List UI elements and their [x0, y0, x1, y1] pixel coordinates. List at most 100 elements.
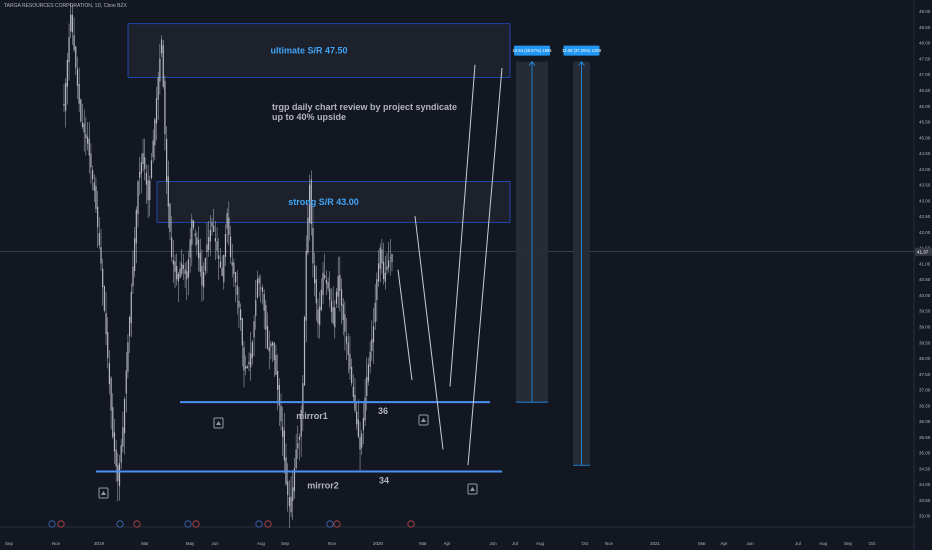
candle-body	[258, 277, 260, 284]
candle-body	[167, 176, 169, 207]
candle-body	[248, 361, 250, 365]
candle-body	[357, 419, 359, 437]
candle-body	[374, 302, 376, 323]
arrow-up-icon-glyph	[470, 487, 475, 491]
annotation-line1: trgp daily chart review by project syndi…	[272, 102, 457, 112]
candle-body	[147, 180, 149, 201]
candle-body	[219, 261, 222, 268]
candle-body	[78, 83, 80, 104]
candle-body	[155, 98, 158, 124]
candle-body	[229, 236, 232, 258]
candle-body	[85, 134, 87, 139]
candle-body	[171, 237, 173, 258]
candle-body	[335, 291, 338, 304]
x-tick-label: Mar	[141, 541, 149, 546]
candle-body	[362, 417, 365, 431]
event-badge-icon	[407, 520, 415, 528]
candle-body	[159, 58, 161, 82]
candle-body	[63, 103, 65, 106]
y-tick-label: 38.50	[919, 340, 931, 345]
candle-body	[302, 383, 304, 414]
event-badge-icon	[333, 520, 341, 528]
candle-body	[65, 82, 67, 111]
candle-body	[270, 343, 272, 347]
candle-body	[329, 288, 331, 301]
y-tick-label: 37.00	[919, 388, 931, 393]
y-tick-label: 39.50	[919, 309, 931, 314]
candle-body	[339, 274, 341, 291]
x-tick-label: 2020	[373, 541, 384, 546]
x-tick-label: Aug	[536, 541, 545, 546]
candle-body	[265, 304, 267, 330]
arrow-up-icon	[418, 414, 429, 426]
candle-body	[166, 138, 168, 182]
candle-body	[308, 184, 311, 223]
candle-body	[90, 153, 92, 168]
candle-body	[97, 206, 99, 228]
candle-body	[129, 317, 131, 337]
candle-body	[112, 407, 114, 437]
candle-body	[197, 239, 200, 259]
candle-body	[245, 366, 247, 369]
candle-body	[314, 265, 316, 284]
candle-body	[283, 430, 285, 461]
candle-body	[86, 136, 89, 144]
candle-body	[391, 253, 393, 263]
candle-body	[369, 351, 371, 367]
measure-label: 13.08 (37.25%) 1289	[562, 48, 602, 53]
candle-body	[177, 273, 179, 282]
x-tick-label: Jun	[489, 541, 497, 546]
candle-body	[186, 271, 188, 280]
candle-body	[273, 342, 275, 361]
candle-body	[113, 432, 116, 452]
candle-body	[189, 239, 191, 258]
candle-body	[330, 300, 333, 312]
y-tick-label: 46.50	[919, 88, 931, 93]
candle-body	[271, 342, 274, 346]
y-tick-label: 47.50	[919, 56, 931, 61]
candle-body	[102, 268, 104, 288]
x-tick-label: Jun	[211, 541, 219, 546]
arrow-up-icon	[98, 487, 109, 499]
y-tick-label: 42.00	[919, 230, 931, 235]
candle-body	[110, 378, 112, 411]
candle-body	[236, 285, 238, 295]
candle-body	[287, 481, 289, 496]
measure-label-bg	[563, 45, 600, 56]
candle-body	[344, 314, 346, 332]
candle-body	[164, 80, 166, 135]
candle-body	[203, 271, 205, 288]
y-tick-label: 36.00	[919, 419, 931, 424]
candle-body	[73, 35, 75, 51]
candle-body	[135, 209, 137, 244]
candle-body	[194, 233, 196, 237]
candle-body	[204, 258, 206, 272]
candle-body	[157, 77, 159, 100]
chart-symbol-title: TARGA RESOURCES CORPORATION, 1D, Cboe BZ…	[4, 3, 127, 9]
arrow-up-icon-glyph	[101, 491, 106, 495]
y-tick-label: 49.00	[919, 9, 931, 14]
candle-body	[187, 259, 190, 278]
y-tick-label: 39.00	[919, 324, 931, 329]
y-tick-label: 43.00	[919, 198, 931, 203]
candle-body	[83, 123, 85, 133]
candle-body	[140, 162, 142, 174]
y-tick-label: 44.00	[919, 167, 931, 172]
y-tick-label: 44.50	[919, 151, 931, 156]
candle-body	[184, 269, 186, 274]
y-tick-label: 35.50	[919, 435, 931, 440]
candle-body	[359, 436, 361, 450]
arrow-up-icon	[213, 417, 224, 429]
candle-body	[196, 237, 198, 245]
candle-body	[377, 263, 380, 282]
candle-body	[231, 262, 233, 266]
candle-body	[80, 99, 82, 122]
candle-body	[347, 342, 349, 355]
candle-body	[356, 411, 358, 425]
candle-body	[174, 261, 176, 272]
candle-body	[132, 266, 134, 287]
projection-line	[414, 216, 444, 450]
candle-body	[179, 268, 181, 278]
candle-body	[277, 370, 279, 390]
